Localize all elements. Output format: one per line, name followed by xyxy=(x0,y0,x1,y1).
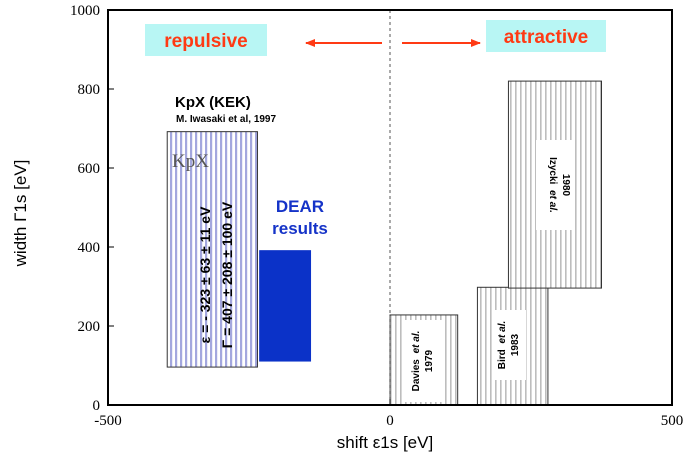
x-tick-label: 0 xyxy=(386,413,394,429)
x-axis-label: shift ε1s [eV] xyxy=(337,433,433,452)
davies-etal: et al. xyxy=(411,331,422,354)
bird-label: Bird et al. 1983 xyxy=(497,321,521,370)
svg-text:Bird et al.: Bird et al. xyxy=(497,321,508,370)
attractive-label: attractive xyxy=(504,27,589,48)
svg-text:Davies et al.: Davies et al. xyxy=(411,331,422,392)
attractive-tag xyxy=(486,20,606,52)
izycki-year: 1980 xyxy=(560,174,571,197)
x-tick-label: -500 xyxy=(94,413,122,429)
y-tick-label: 200 xyxy=(78,319,101,335)
y-axis-label: width Γ1s [eV] xyxy=(11,160,30,268)
bird-name: Bird xyxy=(497,349,508,369)
izycki-label-background xyxy=(536,140,572,230)
davies-year: 1979 xyxy=(424,349,435,372)
kpx-epsilon-value: ε = - 323 ± 63 ± 11 eV xyxy=(197,206,213,343)
kpx-gamma-value: Γ = 407 ± 208 ± 100 eV xyxy=(219,201,235,348)
repulsive-tag xyxy=(145,24,267,56)
x-tick-label: 500 xyxy=(661,413,684,429)
davies-name: Davies xyxy=(411,359,422,392)
izycki-label: Izycki et al. 1980 xyxy=(547,157,571,213)
izycki-etal: et al. xyxy=(547,190,558,213)
dear-label-line2: results xyxy=(272,219,328,238)
kpx-inner-label: KpX xyxy=(172,151,209,172)
kpx-kek-box xyxy=(166,131,258,368)
y-tick-label: 400 xyxy=(78,240,101,256)
bird-label-background xyxy=(492,310,526,380)
y-tick-label: 0 xyxy=(93,398,101,414)
dear-results-box xyxy=(259,250,312,362)
svg-text:Izycki et al.: Izycki et al. xyxy=(547,157,558,213)
dear-label-line1: DEAR xyxy=(276,197,324,216)
izycki-name: Izycki xyxy=(547,157,558,184)
kpx-title: KpX (KEK) xyxy=(175,94,251,111)
y-tick-label: 600 xyxy=(78,161,101,177)
kpx-reference: M. Iwasaki et al, 1997 xyxy=(176,114,276,125)
repulsive-label: repulsive xyxy=(164,31,247,52)
bird-year: 1983 xyxy=(510,333,521,356)
davies-label-background xyxy=(404,320,442,402)
y-tick-label: 800 xyxy=(78,82,101,98)
bird-etal: et al. xyxy=(497,321,508,344)
y-tick-label: 1000 xyxy=(70,3,100,19)
davies-label: Davies et al. 1979 xyxy=(411,331,435,392)
